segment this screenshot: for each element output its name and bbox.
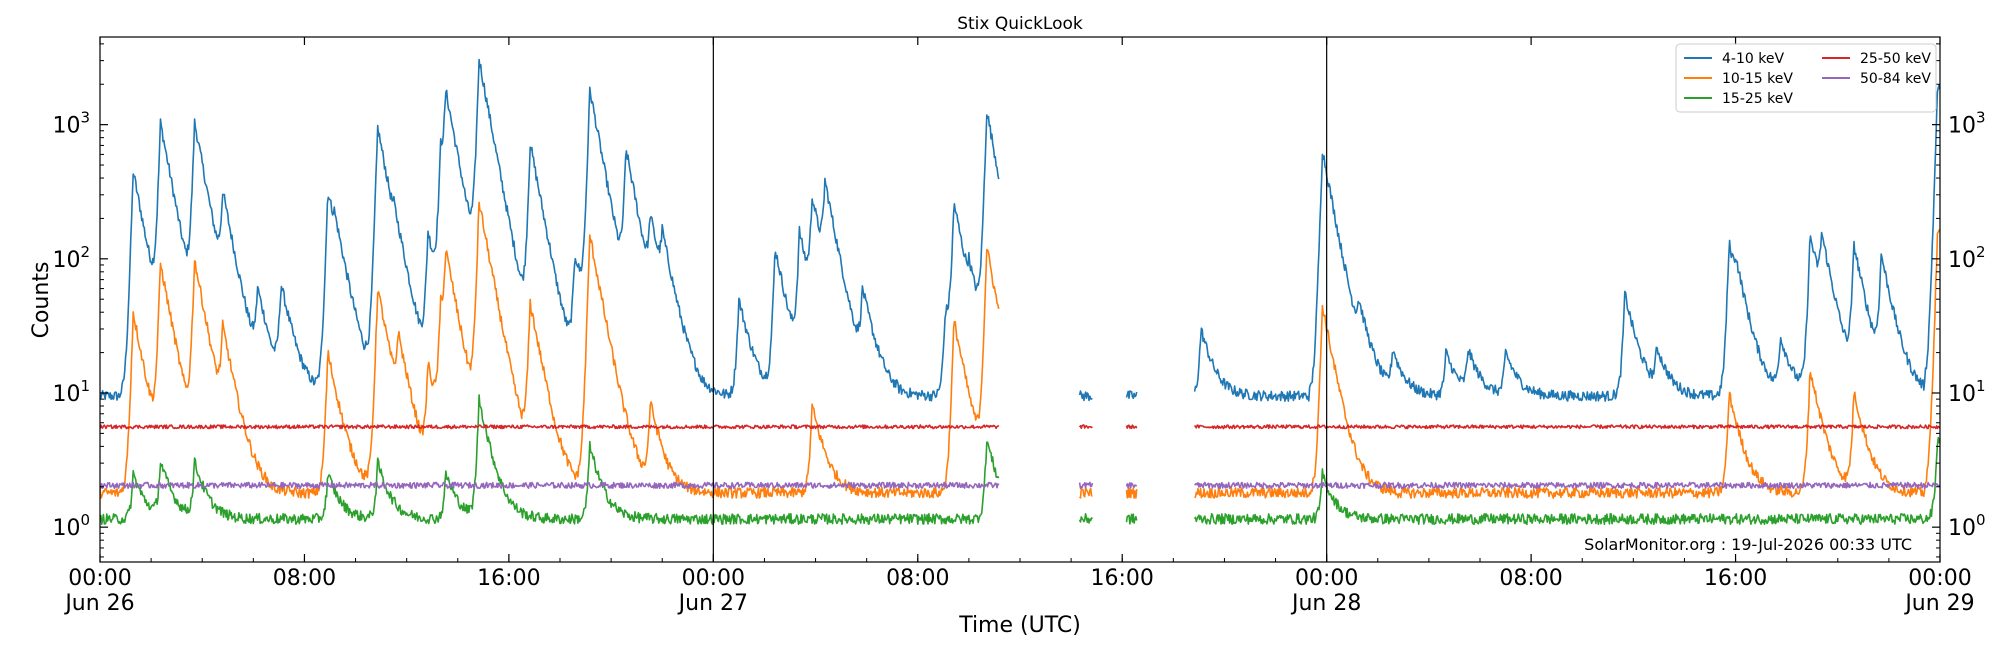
legend-label: 15-25 keV: [1722, 91, 1793, 107]
series-line-segment: [1193, 424, 1940, 430]
y-tick-label-left: 101: [52, 377, 90, 407]
series-15-25-kev: [100, 394, 1940, 526]
x-tick-date-label: Jun 28: [1290, 591, 1361, 616]
legend-item: 50-84 keV: [1822, 71, 1931, 87]
x-axis-label: Time (UTC): [958, 613, 1081, 638]
legend-label: 10-15 keV: [1722, 71, 1793, 87]
legend-item: 15-25 keV: [1684, 91, 1793, 107]
series-line-segment: [1078, 513, 1093, 524]
series-line-segment: [1078, 481, 1094, 489]
x-tick-date-label: Jun 26: [63, 591, 134, 616]
series-layer: [100, 58, 1940, 526]
series-line-segment: [100, 58, 1000, 402]
legend-label: 50-84 keV: [1860, 71, 1931, 87]
day-divider-lines: [712, 37, 1328, 562]
chart-title: Stix QuickLook: [957, 14, 1083, 34]
series-line-segment: [100, 424, 1000, 430]
y-tick-label-right: 102: [1948, 243, 1986, 273]
x-tick-label: 16:00: [1091, 566, 1154, 591]
series-line-segment: [1125, 482, 1138, 489]
series-line-segment: [1193, 436, 1940, 526]
y-tick-label-left: 103: [52, 109, 90, 139]
y-tick-label-right: 100: [1948, 511, 1986, 541]
x-tick-date-label: Jun 29: [1903, 591, 1974, 616]
series-line-segment: [1079, 487, 1093, 499]
watermark-text: SolarMonitor.org : 19-Jul-2026 00:33 UTC: [1584, 535, 1912, 554]
series-line-segment: [1078, 424, 1093, 430]
series-line-segment: [1125, 424, 1138, 430]
x-tick-label: 00:00: [1908, 566, 1971, 591]
series-line-segment: [1194, 229, 1940, 499]
series-line-segment: [1125, 513, 1138, 525]
x-tick-label: 08:00: [1499, 566, 1562, 591]
series-10-15-kev: [100, 201, 1940, 499]
legend-label: 4-10 keV: [1722, 51, 1784, 67]
legend-label: 25-50 keV: [1860, 51, 1931, 67]
x-tick-label: 08:00: [886, 566, 949, 591]
x-tick-label: 00:00: [682, 566, 745, 591]
x-tick-label: 16:00: [1704, 566, 1767, 591]
legend-item: 4-10 keV: [1684, 51, 1784, 67]
y-tick-label-right: 103: [1948, 109, 1986, 139]
legend-item: 10-15 keV: [1684, 71, 1793, 87]
y-tick-label-right: 101: [1948, 377, 1986, 407]
x-tick-label: 00:00: [1295, 566, 1358, 591]
series-line-segment: [1078, 390, 1093, 402]
series-line-segment: [1125, 487, 1138, 499]
legend: 4-10 keV 10-15 keV 15-25 keV 25-50 keV 50-84…: [1675, 43, 1937, 113]
y-axis-label: Counts: [29, 262, 54, 339]
x-tick-label: 16:00: [477, 566, 540, 591]
series-line-segment: [1125, 390, 1138, 399]
x-tick-date-label: Jun 27: [677, 591, 748, 616]
y-tick-label-left: 100: [52, 511, 90, 541]
series-50-84-kev: [100, 481, 1940, 489]
x-tick-label: 00:00: [68, 566, 131, 591]
legend-item: 25-50 keV: [1822, 51, 1931, 67]
series-line-segment: [1193, 84, 1940, 402]
series-line-segment: [100, 481, 1000, 489]
series-line-segment: [100, 394, 1000, 525]
series-line-segment: [1194, 481, 1940, 489]
x-tick-label: 08:00: [273, 566, 336, 591]
series-4-10-kev: [100, 58, 1940, 402]
y-tick-label-left: 102: [52, 243, 90, 273]
legend-box: [1675, 43, 1937, 113]
series-25-50-kev: [100, 424, 1940, 430]
